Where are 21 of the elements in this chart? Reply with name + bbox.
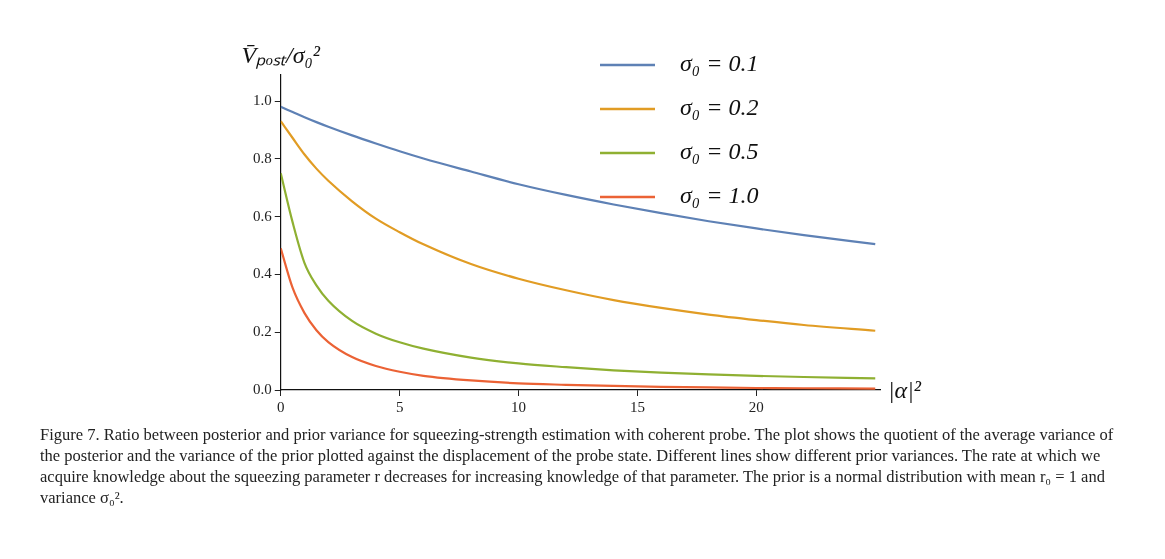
legend-label: σ₀ = 0.2 [680,94,759,121]
x-tick-label: 10 [511,398,527,415]
legend-label: σ₀ = 0.5 [680,138,759,165]
caption: Figure 7. Ratio between posterior and prior variance for squeezing-strength estimation with coherent probe. The plot shows the quotient of the average variance of the posterior and the variance of the prior plotted against the displacement of the probe state. Different lines show different prior variances. The rate at which we acquire knowledge about the squeezing parameter r decreases for increasing knowledge of that parameter. The prior is a normal distribution with mean r₀ = 1 and variance σ₀². [40,424,1115,508]
x-tick-label: 15 [629,398,645,415]
x-tick-label: 20 [748,398,764,415]
y-tick-label: 0.0 [253,380,272,397]
line-series [280,120,877,332]
y-tick-label: 0.8 [253,149,272,166]
y-tick-label: 0.6 [253,207,273,224]
y-tick-label: 0.2 [253,323,272,340]
legend-label: σ₀ = 0.1 [680,50,759,77]
x-axis-title: |α|² [888,377,922,403]
x-tick-label: 5 [395,398,404,415]
line-series [280,247,877,390]
x-tick-label: 0 [277,398,285,415]
y-axis-title: V̄ₚₒₛₜ/σ₀² [241,42,321,69]
legend-label: σ₀ = 1.0 [680,182,759,209]
y-tick-label: 0.4 [253,265,273,282]
line-series [280,172,877,380]
y-tick-label: 1.0 [253,91,272,108]
